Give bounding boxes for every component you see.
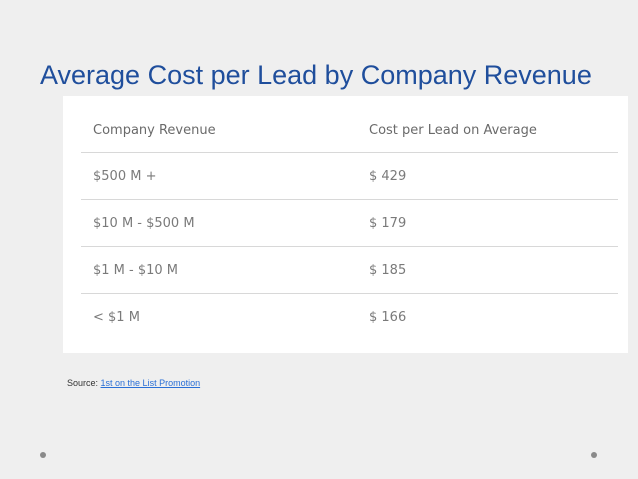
table-row: $1 M - $10 M $ 185 — [81, 246, 618, 294]
table-row: $500 M + $ 429 — [81, 152, 618, 200]
table-header-row: Company Revenue Cost per Lead on Average — [81, 108, 618, 153]
source-citation: Source: 1st on the List Promotion — [67, 378, 200, 388]
cost-cell: $ 166 — [369, 309, 407, 325]
revenue-cell: $500 M + — [81, 152, 357, 200]
table-image-panel: Company Revenue Cost per Lead on Average… — [63, 96, 628, 353]
cost-cell: $ 429 — [357, 152, 618, 200]
column-header-cost-per-lead: Cost per Lead on Average — [357, 108, 618, 153]
revenue-cell: $10 M - $500 M — [81, 199, 357, 247]
cost-cell: $ 185 — [357, 246, 618, 294]
cost-cell: $ 179 — [357, 199, 618, 247]
table-row: $10 M - $500 M $ 179 — [81, 199, 618, 247]
source-prefix: Source: — [67, 378, 101, 388]
slide-title: Average Cost per Lead by Company Revenue — [40, 60, 592, 90]
decorative-dot-left — [40, 452, 46, 458]
source-link[interactable]: 1st on the List Promotion — [100, 378, 201, 388]
revenue-cell: $1 M - $10 M — [81, 246, 357, 294]
decorative-dot-right — [591, 452, 597, 458]
revenue-cell: < $1 M — [93, 309, 140, 325]
cost-per-lead-table: Company Revenue Cost per Lead on Average… — [81, 108, 618, 340]
column-header-company-revenue: Company Revenue — [81, 108, 357, 153]
table-row: < $1 M $ 166 — [81, 294, 618, 341]
